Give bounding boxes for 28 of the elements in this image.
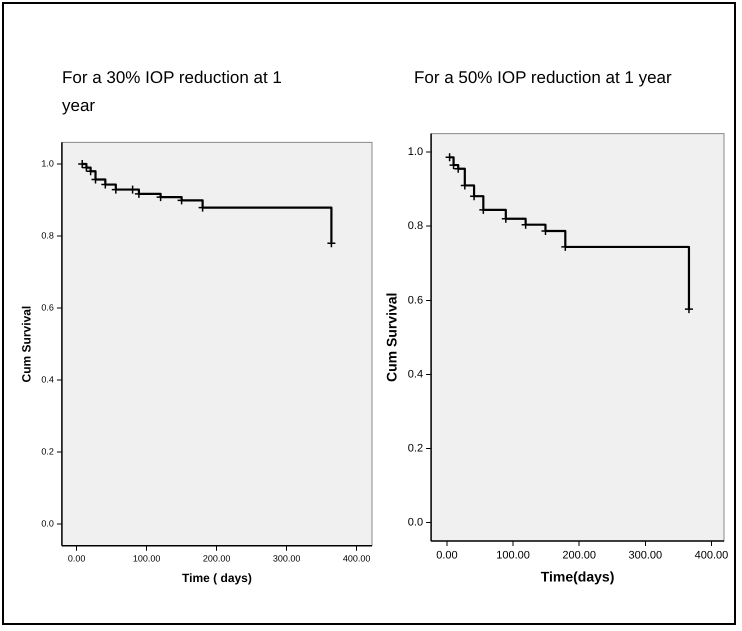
y-tick-label: 0.4 (41, 374, 54, 385)
y-tick-label: 0.2 (41, 446, 54, 457)
y-tick-label: 0.0 (41, 518, 54, 529)
x-tick-label: 100.00 (132, 554, 160, 564)
x-tick-label: 0.00 (68, 554, 86, 564)
y-axis-title: Cum Survival (383, 292, 400, 382)
x-tick-label: 300.00 (272, 554, 300, 564)
x-tick-label: 0.00 (436, 550, 458, 562)
y-tick-label: 0.2 (408, 442, 424, 454)
x-axis-title: Time(days) (540, 568, 614, 584)
y-tick-label: 0.6 (408, 294, 424, 306)
x-tick-label: 200.00 (202, 554, 230, 564)
chart-title: For a 30% IOP reduction at 1 year (62, 67, 283, 117)
y-tick-label: 0.6 (41, 302, 54, 313)
x-tick-label: 300.00 (628, 550, 662, 562)
y-tick-label: 0.4 (408, 368, 424, 380)
chart-title: For a 50% IOP reduction at 1 year (414, 67, 673, 89)
x-tick-label: 400.00 (342, 554, 370, 564)
x-tick-label: 100.00 (496, 550, 530, 562)
x-tick-label: 200.00 (562, 550, 596, 562)
y-tick-label: 1.0 (41, 158, 54, 168)
y-tick-label: 0.8 (41, 230, 54, 241)
y-tick-label: 0.0 (408, 516, 424, 529)
y-tick-label: 1.0 (408, 146, 424, 158)
y-axis-title: Cum Survival (20, 306, 34, 382)
x-tick-label: 400.00 (694, 550, 728, 562)
x-axis-title: Time ( days) (182, 571, 252, 586)
y-tick-label: 0.8 (408, 220, 424, 232)
